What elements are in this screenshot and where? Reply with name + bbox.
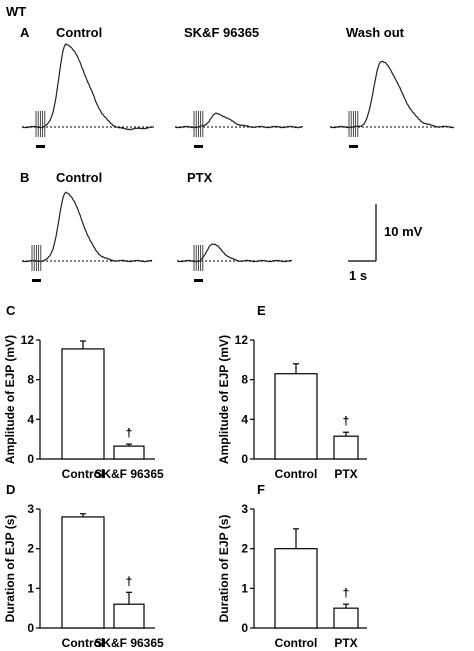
bar: [333, 435, 359, 460]
panel-label: E: [257, 303, 266, 318]
scale-bar-voltage-label: 10 mV: [384, 224, 423, 239]
significance-dagger: †: [126, 574, 133, 588]
bar-chart-f: F 0 1 2 3 Duration of EJP (s) Control † PTX: [217, 482, 367, 650]
scale-bar: 10 mV 1 s: [348, 204, 423, 283]
significance-dagger: †: [343, 414, 350, 428]
stimulus-bar: [32, 279, 41, 282]
x-category-label: PTX: [334, 636, 357, 650]
trace-b-ptx: [176, 243, 293, 282]
y-tick-label: 2: [241, 542, 248, 556]
y-tick-label: 8: [27, 373, 34, 387]
y-tick-label: 3: [27, 502, 34, 516]
y-tick-label: 1: [241, 581, 248, 595]
trace-title-a-control: Control: [56, 25, 102, 40]
significance-dagger: †: [343, 586, 350, 600]
trace-a-skf: [174, 111, 303, 148]
x-category-label: PTX: [334, 467, 357, 481]
trace-b-control: [21, 191, 153, 282]
y-axis-label: Amplitude of EJP (mV): [217, 335, 231, 464]
y-tick-label: 1: [27, 581, 34, 595]
scale-bar-time-label: 1 s: [349, 268, 367, 283]
trace-a-washout: [329, 60, 455, 148]
stimulus-bar: [36, 145, 45, 148]
panel-label-b: B: [20, 170, 29, 185]
y-tick-label: 12: [21, 333, 35, 347]
trace-title-a-washout: Wash out: [346, 25, 405, 40]
panel-label: D: [6, 482, 15, 497]
y-tick-label: 12: [235, 333, 249, 347]
y-tick-label: 4: [27, 412, 34, 426]
bar: [61, 348, 105, 460]
x-category-label: SK&F 96365: [94, 467, 164, 481]
figure-label: WT: [6, 4, 26, 19]
bar: [333, 607, 359, 629]
ejp-trace-line: [21, 191, 153, 263]
bar: [274, 548, 318, 629]
bar: [274, 373, 318, 460]
bar: [113, 603, 145, 629]
bar-chart-c: C 0 4 8 12 Amplitude of EJP (mV) Control † SK&F …: [3, 303, 164, 481]
bar-chart-e: E 0 4 8 12 Amplitude of EJP (mV) Control † PTX: [217, 303, 367, 481]
bar: [113, 445, 145, 460]
trace-title-a-skf: SK&F 96365: [184, 25, 259, 40]
y-tick-label: 4: [241, 412, 248, 426]
panel-label-a: A: [20, 25, 30, 40]
x-category-label: Control: [275, 636, 318, 650]
stimulus-bar: [194, 145, 203, 148]
x-category-label: Control: [62, 467, 105, 481]
y-tick-label: 8: [241, 373, 248, 387]
y-tick-label: 0: [27, 621, 34, 635]
x-category-label: SK&F 96365: [94, 636, 164, 650]
traces-layer: [21, 43, 455, 282]
y-tick-label: 0: [241, 621, 248, 635]
ejp-trace-line: [21, 43, 155, 131]
y-axis-label: Duration of EJP (s): [217, 515, 231, 623]
y-axis-label: Duration of EJP (s): [3, 515, 17, 623]
x-category-label: Control: [275, 467, 318, 481]
stimulus-bar: [194, 279, 203, 282]
y-tick-label: 2: [27, 542, 34, 556]
y-tick-label: 3: [241, 502, 248, 516]
trace-a-control: [21, 43, 155, 148]
significance-dagger: †: [126, 426, 133, 440]
panel-label: C: [6, 303, 16, 318]
trace-title-b-ptx: PTX: [187, 170, 213, 185]
stimulus-bar: [349, 145, 358, 148]
trace-title-b-control: Control: [56, 170, 102, 185]
y-tick-label: 0: [27, 452, 34, 466]
bar-chart-d: D 0 1 2 3 Duration of EJP (s) Control † SK&F 963…: [3, 482, 164, 650]
bar: [61, 516, 105, 629]
x-category-label: Control: [62, 636, 105, 650]
y-axis-label: Amplitude of EJP (mV): [3, 335, 17, 464]
panel-label: F: [257, 482, 265, 497]
y-tick-label: 0: [241, 452, 248, 466]
